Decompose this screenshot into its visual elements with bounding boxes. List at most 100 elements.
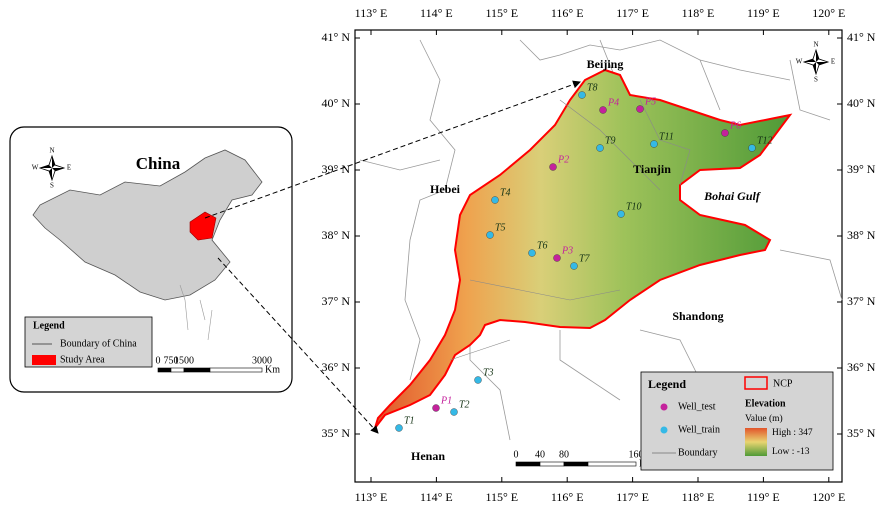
well-train (528, 249, 536, 257)
lon-label: 116° E (551, 490, 584, 504)
well-train (450, 408, 458, 416)
lat-label: 36° N (847, 360, 876, 374)
study-area (189, 211, 217, 241)
legend-item: Well_test (678, 401, 716, 412)
compass-star (804, 50, 828, 74)
place-label: Bohai Gulf (703, 189, 761, 203)
well-train (617, 210, 625, 218)
islands (179, 284, 213, 341)
scale-label: 0 (156, 355, 161, 366)
scale-label: 40 (535, 449, 545, 460)
compass-letter: W (32, 164, 39, 172)
leader-line (204, 80, 581, 219)
lon-label: 114° E (420, 6, 453, 20)
lat-label: 41° N (322, 30, 351, 44)
compass-letter: N (49, 147, 54, 155)
well-label: T10 (626, 201, 642, 212)
compass-letter: E (67, 164, 71, 172)
scale-segment (563, 461, 589, 467)
scale-segment (183, 367, 211, 373)
scale-unit: Km (265, 364, 280, 375)
legend-item: Elevation (745, 398, 786, 409)
scale-label: 750 (164, 355, 179, 366)
lat-label: 38° N (847, 228, 876, 242)
legend-patch (32, 355, 56, 365)
well-label: T3 (483, 367, 494, 378)
well-test (721, 129, 729, 137)
well-train (578, 91, 586, 99)
lat-label: 35° N (847, 426, 876, 440)
well-label: P2 (557, 154, 569, 165)
lon-label: 113° E (355, 490, 388, 504)
well-label: T12 (757, 135, 773, 146)
lon-label: 117° E (616, 490, 649, 504)
lon-label: 118° E (682, 6, 715, 20)
lat-label: 37° N (847, 294, 876, 308)
well-label: T7 (579, 253, 591, 264)
lat-label: 41° N (847, 30, 876, 44)
scale-label: 80 (559, 449, 569, 460)
lon-label: 119° E (747, 6, 780, 20)
lon-label: 120° E (812, 490, 845, 504)
lat-label: 39° N (847, 162, 876, 176)
lon-label: 115° E (485, 490, 518, 504)
well-label: P4 (607, 97, 619, 108)
well-test (549, 163, 557, 171)
legend-item: Boundary (678, 447, 717, 458)
well-train (596, 144, 604, 152)
ncp-area (374, 68, 793, 429)
well-label: P1 (440, 395, 452, 406)
china-outline (32, 149, 263, 301)
well-label: T5 (495, 222, 506, 233)
scale-segment (539, 461, 565, 467)
legend-item: Well_train (678, 424, 720, 435)
inset-legend-item: Study Area (60, 354, 105, 365)
lon-label: 118° E (682, 490, 715, 504)
scale-segment (170, 367, 185, 373)
compass-letter: W (796, 58, 803, 66)
compass: N S E W (796, 41, 835, 84)
well-train (570, 262, 578, 270)
lon-label: 113° E (355, 6, 388, 20)
scale-segment (515, 461, 541, 467)
lat-label: 36° N (322, 360, 351, 374)
lat-label: 40° N (847, 96, 876, 110)
lon-label: 114° E (420, 490, 453, 504)
inset-title: China (136, 154, 181, 173)
well-test (636, 105, 644, 113)
scale-segment (587, 461, 637, 467)
compass-letter: N (813, 41, 818, 49)
legend-symbol (660, 403, 668, 411)
lon-label: 115° E (485, 6, 518, 20)
scale-label: 160 (629, 449, 644, 460)
well-test (553, 254, 561, 262)
lon-label: 116° E (551, 6, 584, 20)
well-label: T2 (459, 399, 470, 410)
scale-segment (209, 367, 263, 373)
scale-segment (157, 367, 172, 373)
well-label: T11 (659, 131, 674, 142)
internal-boundaries (449, 99, 691, 361)
well-label: T6 (537, 240, 548, 251)
inset-legend-item: Boundary of China (60, 338, 137, 349)
lon-label: 117° E (616, 6, 649, 20)
legend-item: NCP (773, 378, 793, 389)
well-label: P6 (729, 120, 741, 131)
place-label: Shandong (672, 309, 723, 323)
well-label: P3 (561, 245, 573, 256)
ncp-swatch (744, 376, 768, 390)
inset-legend-title: Legend (33, 320, 65, 331)
well-test (432, 404, 440, 412)
lat-label: 37° N (322, 294, 351, 308)
compass-letter: S (814, 76, 818, 84)
compass-star (40, 156, 64, 180)
scale-label: 3000 (252, 355, 272, 366)
well-label: P5 (644, 96, 656, 107)
lat-label: 38° N (322, 228, 351, 242)
well-label: T1 (404, 415, 415, 426)
legend-item: High : 347 (772, 428, 813, 438)
well-train (395, 424, 403, 432)
well-train (491, 196, 499, 204)
place-label: Tianjin (633, 162, 671, 176)
